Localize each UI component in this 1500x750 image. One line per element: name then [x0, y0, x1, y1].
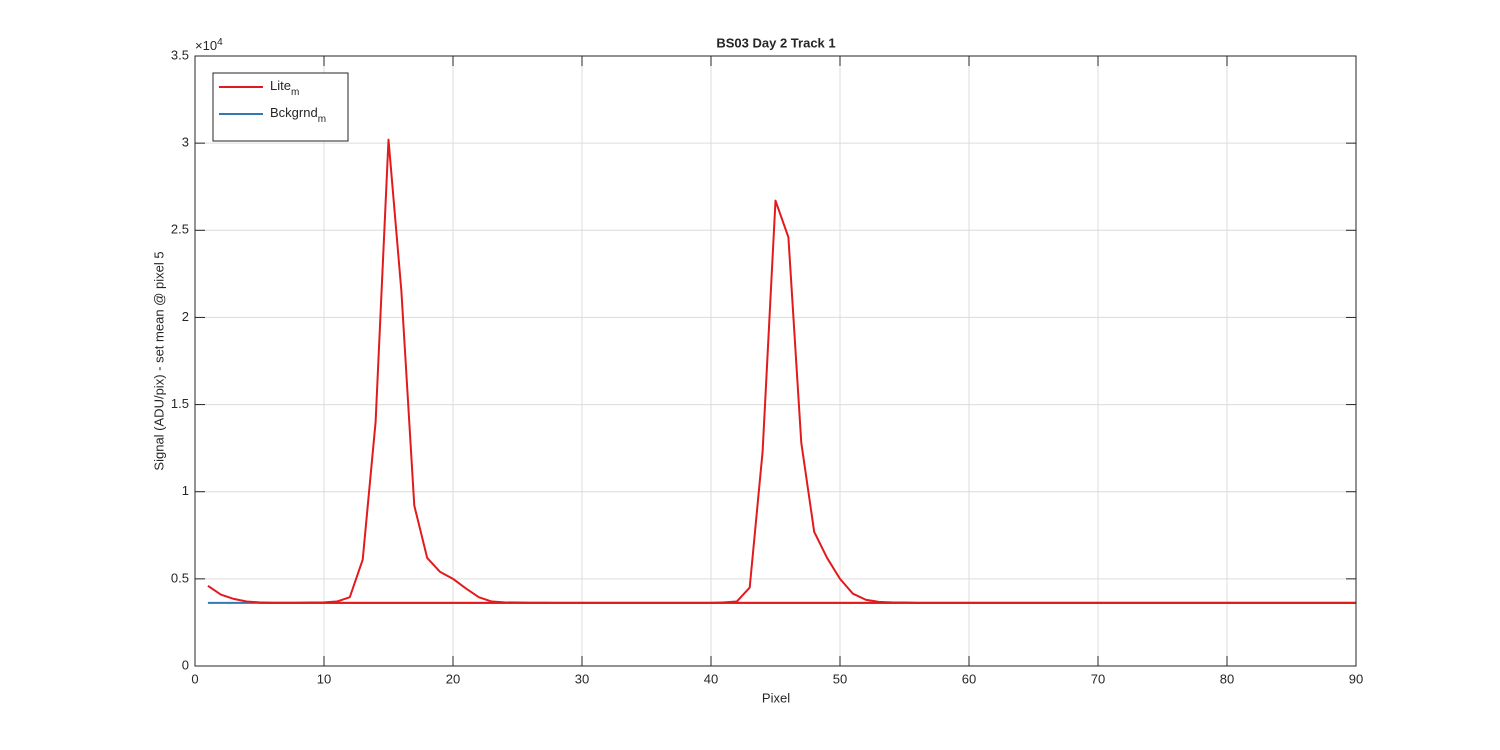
legend-name: Bckgrnd [270, 105, 318, 120]
legend-label: Litem [270, 78, 299, 97]
legend-name: Lite [270, 78, 291, 93]
x-tick-label: 90 [1349, 671, 1363, 686]
y-tick-label: 1 [182, 483, 189, 498]
x-tick-label: 80 [1220, 671, 1234, 686]
legend-label: Bckgrndm [270, 105, 326, 124]
legend-box [212, 72, 349, 142]
x-tick-label: 60 [962, 671, 976, 686]
x-tick-label: 30 [575, 671, 589, 686]
x-tick-label: 0 [191, 671, 198, 686]
legend-subscript: m [291, 87, 299, 98]
legend-subscript: m [318, 114, 326, 125]
data-line [207, 138, 1356, 604]
y-axis-label: Signal (ADU/pix) - set mean @ pixel 5 [151, 251, 166, 470]
exponent-power: 4 [217, 37, 223, 48]
y-exponent: ×104 [195, 37, 223, 54]
chart-title: BS03 Day 2 Track 1 [716, 35, 835, 50]
x-tick-label: 20 [446, 671, 460, 686]
x-axis-label: Pixel [762, 690, 790, 705]
plot-frame [194, 55, 1357, 667]
y-tick-label: 0 [182, 657, 189, 672]
x-tick-label: 50 [833, 671, 847, 686]
exponent-base: ×10 [195, 38, 217, 53]
y-tick-label: 3.5 [171, 47, 189, 62]
x-tick-label: 40 [704, 671, 718, 686]
y-tick-label: 0.5 [171, 570, 189, 585]
x-tick-label: 70 [1091, 671, 1105, 686]
y-tick-label: 2 [182, 309, 189, 324]
y-tick-label: 1.5 [171, 396, 189, 411]
y-tick-label: 3 [182, 135, 189, 150]
y-tick-label: 2.5 [171, 222, 189, 237]
x-tick-label: 10 [317, 671, 331, 686]
